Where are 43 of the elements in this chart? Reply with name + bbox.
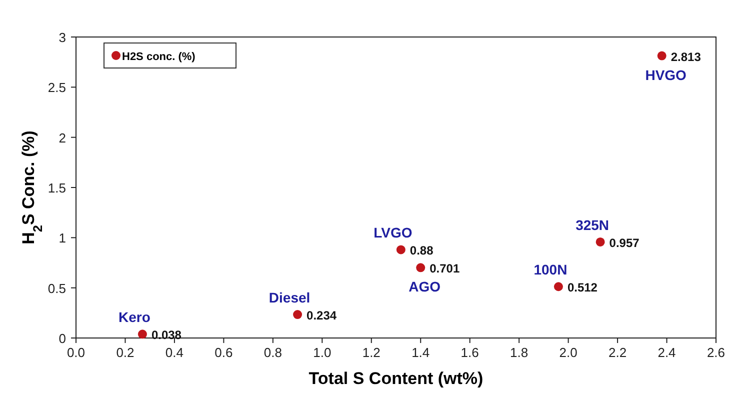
y-tick-label: 3 (58, 30, 66, 45)
data-label: 2.813 (670, 50, 702, 64)
annotation: 100N (534, 262, 568, 278)
x-tick-label: 1.6 (460, 345, 479, 360)
data-label: 0.512 (567, 280, 598, 295)
y-tick-label: 1 (58, 230, 66, 246)
x-tick-label: 1.8 (510, 345, 528, 360)
annotation: HVGO (645, 66, 687, 83)
x-tick-label: 2.4 (658, 345, 676, 360)
point (657, 51, 666, 60)
data-label: 0.701 (430, 262, 460, 276)
y-tick-label: 2.5 (48, 80, 66, 96)
x-tick-label: 2.0 (559, 345, 578, 360)
y-tick-label: 0 (58, 331, 66, 346)
point (554, 282, 563, 292)
x-tick-label: 1.2 (362, 345, 380, 360)
point (138, 330, 147, 339)
annotation: AGO (408, 278, 441, 295)
y-tick-label: 0.5 (48, 280, 66, 296)
x-tick-label: 0.6 (214, 345, 233, 360)
x-tick-label: 1.0 (313, 345, 332, 360)
point (596, 237, 605, 246)
data-label: 0.88 (410, 244, 434, 258)
annotation: LVGO (374, 224, 412, 241)
x-tick-label: 0.4 (165, 345, 184, 360)
x-axis-title: Total S Content (wt%) (308, 369, 484, 388)
data-label: 0.957 (609, 236, 640, 250)
x-tick-label: 2.6 (706, 345, 726, 360)
point (396, 245, 406, 254)
x-tick-label: 1.4 (412, 345, 430, 360)
point (416, 263, 426, 272)
annotation: Diesel (268, 290, 310, 306)
annotation: 325N (576, 216, 610, 233)
x-tick-label: 0.2 (116, 345, 134, 360)
y-tick-label: 2 (58, 130, 66, 146)
y-tick-label: 1.5 (48, 180, 66, 196)
point (293, 310, 302, 320)
x-tick-label: 0.8 (264, 345, 282, 360)
annotation: Kero (118, 309, 150, 326)
data-label: 0.234 (306, 308, 337, 323)
legend-label: H2S conc. (%) (122, 51, 196, 63)
x-tick-label: 2.2 (608, 345, 627, 360)
x-tick-label: 0.0 (66, 345, 86, 360)
